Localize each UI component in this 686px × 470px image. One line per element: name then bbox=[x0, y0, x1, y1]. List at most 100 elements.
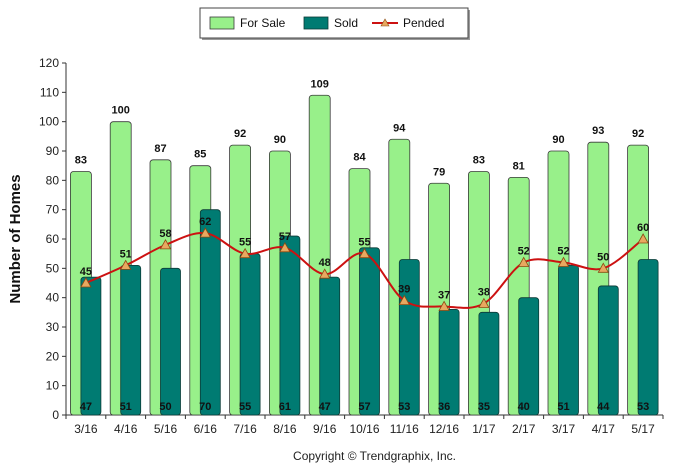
for-sale-value-label: 79 bbox=[433, 166, 445, 178]
for-sale-value-label: 90 bbox=[274, 134, 286, 146]
pended-value-label: 60 bbox=[637, 222, 649, 234]
bars bbox=[70, 94, 659, 416]
legend-label-sold: Sold bbox=[334, 16, 358, 30]
sold-value-label: 55 bbox=[239, 401, 251, 413]
sold-value-label: 47 bbox=[80, 401, 92, 413]
y-tick-label: 80 bbox=[46, 173, 60, 187]
pended-point bbox=[438, 300, 450, 311]
y-axis-title: Number of Homes bbox=[7, 174, 24, 303]
pended-point bbox=[358, 247, 371, 259]
pended-point bbox=[597, 262, 609, 273]
legend-box bbox=[199, 7, 469, 39]
x-tick-label: 6/16 bbox=[194, 422, 218, 436]
pended-value-label: 51 bbox=[120, 248, 132, 260]
sold-value-label: 51 bbox=[557, 401, 569, 413]
x-tick-label: 10/16 bbox=[349, 422, 379, 436]
sold-bar bbox=[199, 209, 221, 416]
y-tick-label: 10 bbox=[46, 379, 60, 393]
pended-point bbox=[637, 233, 649, 244]
x-tick-label: 3/17 bbox=[552, 422, 576, 436]
for-sale-value-label: 92 bbox=[632, 128, 644, 140]
for-sale-value-label: 87 bbox=[154, 143, 166, 155]
y-tick-label: 20 bbox=[46, 349, 60, 363]
sold-value-label: 51 bbox=[120, 401, 132, 413]
pended-point bbox=[319, 268, 331, 279]
pended-point bbox=[80, 277, 92, 288]
pended-point bbox=[398, 294, 410, 306]
y-tick-label: 50 bbox=[46, 261, 60, 275]
sold-bar bbox=[438, 308, 460, 416]
sold-value-label: 61 bbox=[279, 401, 291, 413]
pended-point bbox=[557, 256, 570, 267]
pended-value-label: 52 bbox=[557, 245, 569, 257]
pended-value-label: 45 bbox=[80, 266, 92, 278]
x-tick-label: 5/17 bbox=[631, 422, 655, 436]
sold-value-label: 44 bbox=[597, 401, 610, 413]
for-sale-value-label: 83 bbox=[75, 155, 87, 167]
y-tick-label: 40 bbox=[46, 291, 60, 305]
pended-value-label: 48 bbox=[319, 257, 331, 269]
y-tick-label: 90 bbox=[46, 144, 60, 158]
axes: 0 10 20 30 40 50 60 70 80 90 100 110 120 3/16 4/16 5/16… bbox=[39, 56, 664, 436]
y-tick-label: 70 bbox=[46, 203, 60, 217]
data-labels: 83 100 87 85 92 90 109 84 94 79 83 81 90 93 92 47 51 50 70… bbox=[75, 78, 649, 413]
x-tick-label: 7/16 bbox=[233, 422, 257, 436]
pended-value-label: 62 bbox=[199, 216, 211, 228]
y-tick-label: 110 bbox=[40, 85, 59, 99]
pended-point bbox=[199, 227, 211, 238]
x-tick-label: 9/16 bbox=[313, 422, 337, 436]
x-tick-label: 8/16 bbox=[273, 422, 297, 436]
sold-bar bbox=[558, 264, 579, 416]
y-tick-label: 100 bbox=[39, 115, 59, 129]
sold-bar bbox=[518, 297, 540, 416]
for-sale-value-label: 109 bbox=[311, 78, 329, 90]
copyright-text: Copyright © Trendgraphix, Inc. bbox=[293, 449, 456, 463]
sold-bar bbox=[120, 264, 142, 416]
for-sale-value-label: 93 bbox=[592, 125, 604, 137]
x-tick-label: 11/16 bbox=[390, 422, 419, 436]
sold-value-label: 36 bbox=[438, 401, 450, 413]
legend: For Sale Sold Pended bbox=[199, 7, 470, 40]
y-tick-label: 0 bbox=[52, 408, 59, 422]
pended-value-label: 38 bbox=[478, 287, 490, 299]
pended-value-label: 37 bbox=[438, 289, 450, 301]
pended-line bbox=[80, 227, 649, 311]
legend-label-pended: Pended bbox=[403, 16, 444, 30]
x-tick-label: 3/16 bbox=[74, 422, 98, 436]
pended-value-label: 50 bbox=[597, 251, 609, 263]
x-tick-label: 4/16 bbox=[114, 422, 138, 436]
sold-value-label: 40 bbox=[518, 401, 530, 413]
x-tick-label: 12/16 bbox=[429, 422, 459, 436]
x-tick-label: 1/17 bbox=[472, 422, 496, 436]
sold-value-label: 53 bbox=[398, 401, 410, 413]
legend-swatch-sold bbox=[303, 16, 329, 30]
for-sale-value-label: 90 bbox=[552, 134, 564, 146]
y-tick-label: 120 bbox=[39, 56, 59, 70]
pended-point bbox=[478, 297, 490, 308]
pended-point bbox=[120, 259, 132, 270]
sold-value-label: 50 bbox=[159, 401, 171, 413]
sold-bar bbox=[597, 285, 619, 416]
pended-point bbox=[159, 239, 172, 250]
pended-point bbox=[279, 241, 291, 253]
x-tick-label: 2/17 bbox=[512, 422, 536, 436]
legend-swatch-pended-marker bbox=[380, 18, 390, 27]
sold-bar bbox=[478, 311, 500, 416]
for-sale-value-label: 94 bbox=[393, 122, 406, 134]
legend-swatch-for-sale bbox=[209, 16, 235, 30]
sold-value-label: 35 bbox=[478, 401, 490, 413]
x-tick-label: 4/17 bbox=[592, 422, 616, 436]
sold-value-label: 53 bbox=[637, 401, 649, 413]
pended-point bbox=[518, 256, 530, 267]
legend-label-for-sale: For Sale bbox=[240, 16, 286, 30]
pended-value-label: 55 bbox=[239, 237, 251, 249]
for-sale-value-label: 85 bbox=[194, 149, 206, 161]
sold-value-label: 47 bbox=[319, 401, 331, 413]
sold-bar bbox=[359, 247, 380, 416]
for-sale-value-label: 100 bbox=[112, 105, 130, 117]
sold-bar bbox=[279, 235, 301, 416]
for-sale-value-label: 92 bbox=[234, 128, 246, 140]
for-sale-value-label: 83 bbox=[473, 155, 485, 167]
